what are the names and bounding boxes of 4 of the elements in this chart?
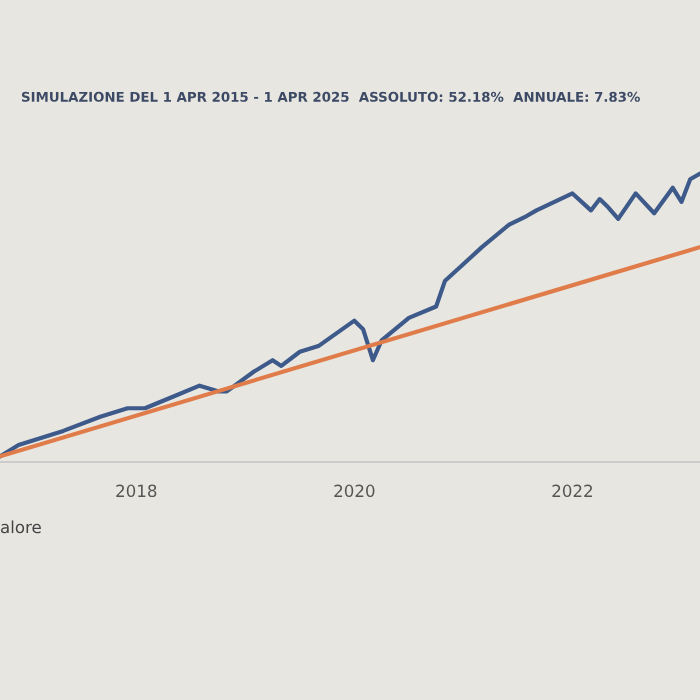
text: alore bbox=[1, 520, 41, 534]
x-tick-label: 2020 bbox=[334, 484, 375, 498]
x-tick-label: 2022 bbox=[552, 484, 592, 498]
x-tick-label: 2018 bbox=[116, 484, 157, 498]
